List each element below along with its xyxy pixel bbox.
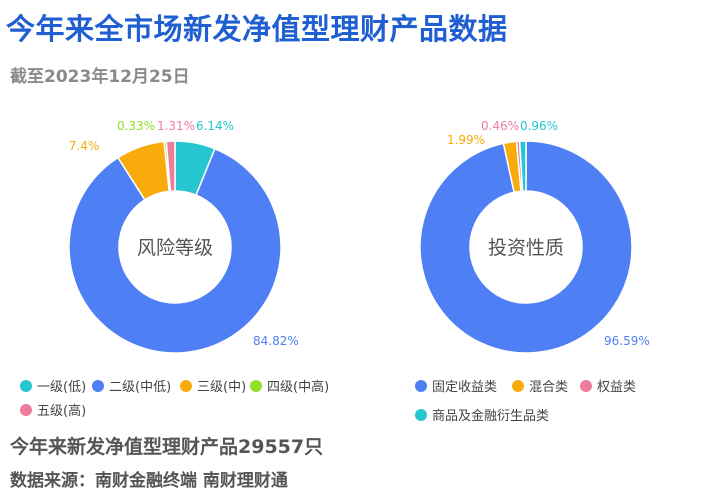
donut-center-label: 风险等级 [137,237,213,259]
slice-value-label: 96.59% [604,334,650,348]
slice-value-label: 0.33% [117,119,155,133]
data-source-note: 数据来源：南财金融终端 南财理财通 [10,471,288,491]
slice-value-label: 0.96% [520,119,558,133]
investment-type-donut: 96.59% 1.99%0.46% 0.96% 投资性质 [419,119,650,354]
donut-slice [165,140,176,192]
charts-svg: 6.14% 84.82% 7.4% 0.33% 1.31% 风险等级 96.59% 1.99… [68,119,650,354]
slice-value-label: 1.99% [447,133,485,147]
slice-value-label: 7.4% [69,139,100,153]
donut-slice [518,140,527,192]
slice-value-label: 0.46% [481,119,519,133]
slice-value-label: 84.82% [253,334,299,348]
total-products-note: 今年来新发净值型理财产品29557只 [10,436,324,458]
page-title: 今年来全市场新发净值型理财产品数据 [6,12,508,46]
donut-slice [419,140,633,354]
slice-value-label: 1.31% [157,119,195,133]
page-subtitle: 截至2023年12月25日 [10,67,190,87]
donut-center-label: 投资性质 [488,237,564,259]
slice-value-label: 6.14% [196,119,234,133]
donut-slice [68,147,282,354]
risk-level-donut: 6.14% 84.82% 7.4% 0.33% 1.31% 风险等级 [68,119,299,354]
